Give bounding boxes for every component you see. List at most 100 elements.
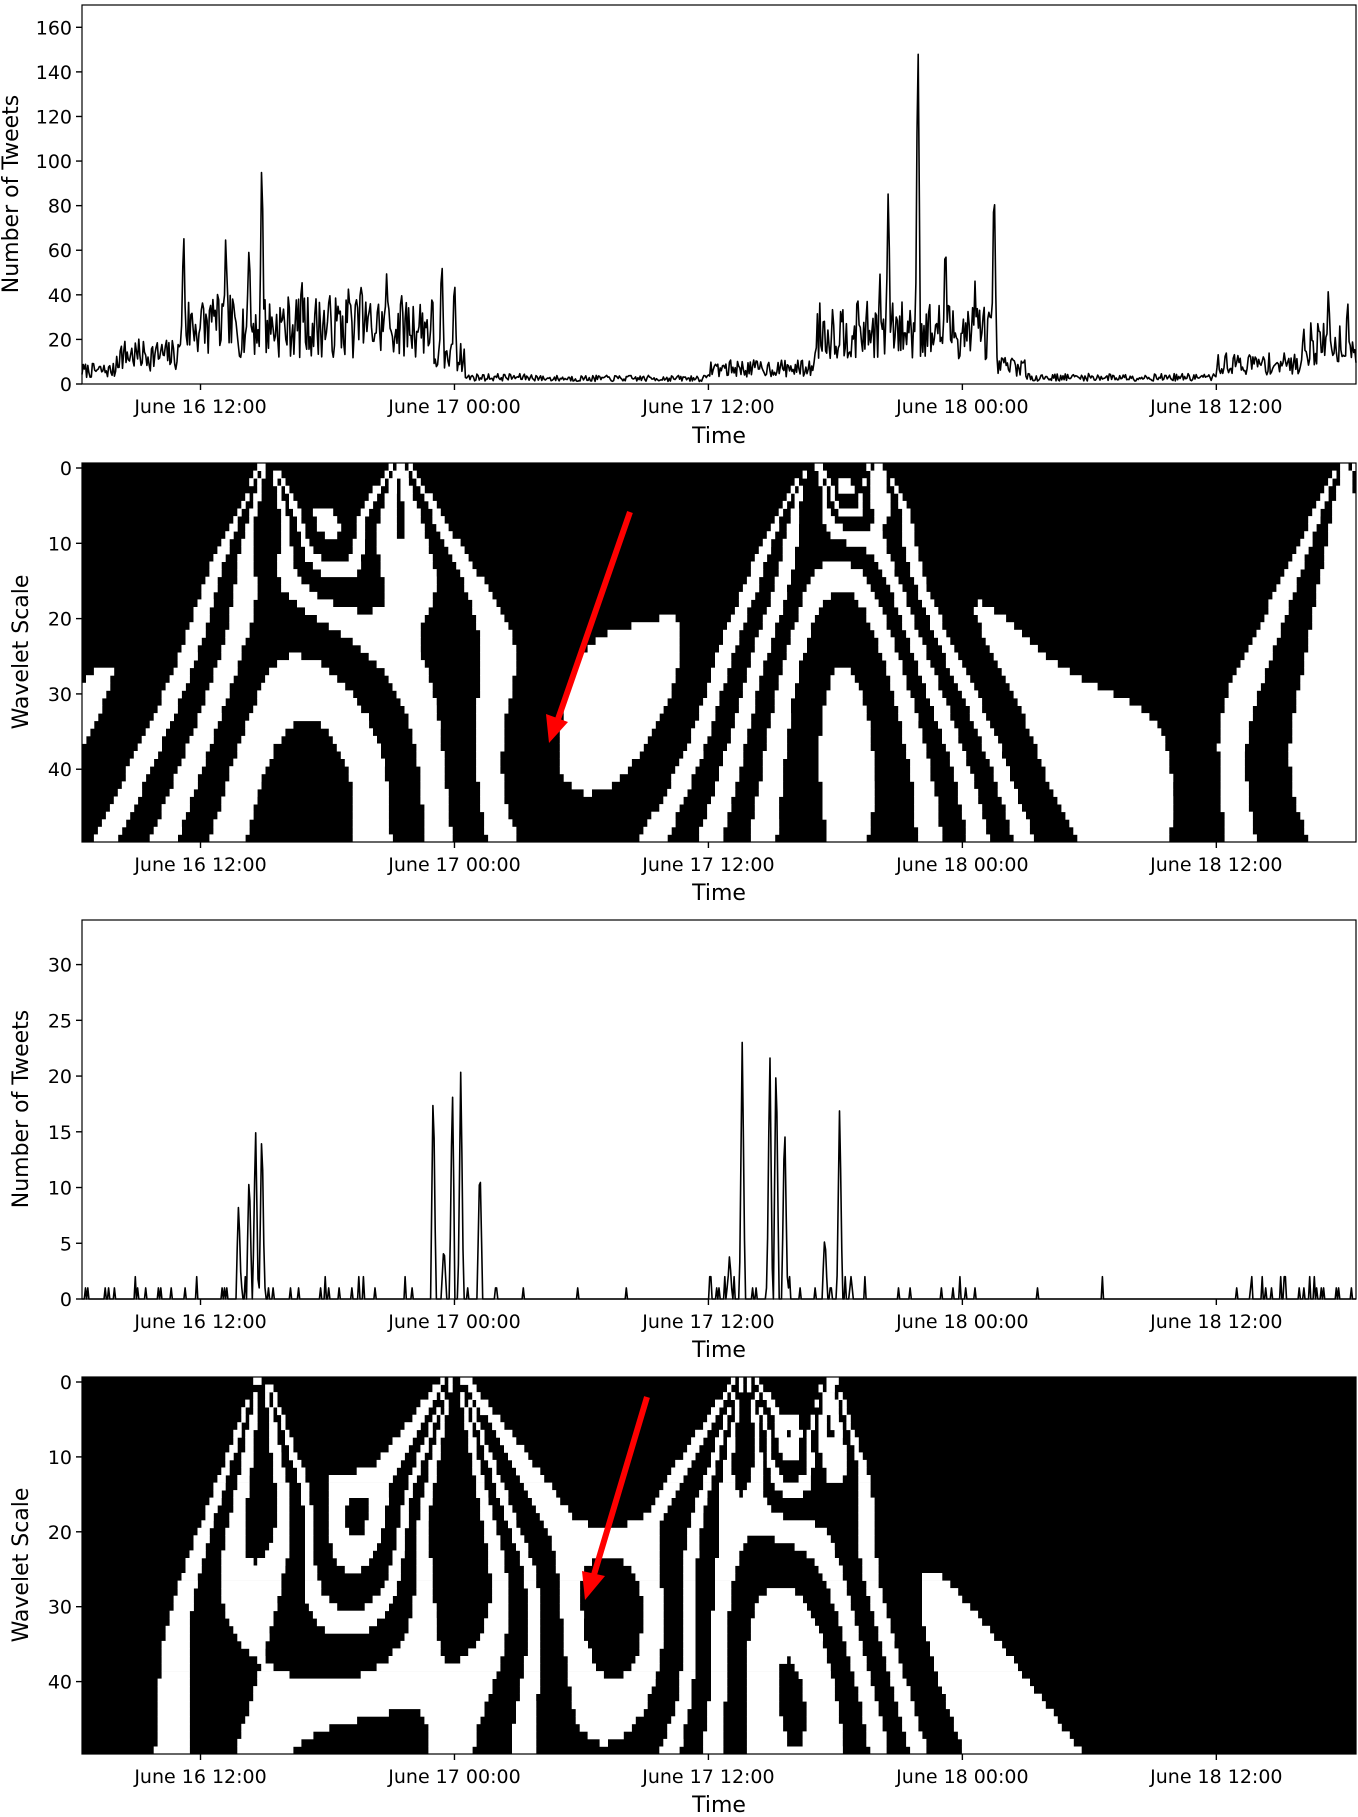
wavelet-cell-run — [197, 1527, 210, 1536]
wavelet-cell-run — [277, 493, 282, 502]
wavelet-cell-run — [225, 788, 258, 797]
wavelet-cell-run — [902, 523, 915, 532]
wavelet-cell-run — [149, 720, 170, 729]
y-tick-label: 0 — [60, 1289, 72, 1311]
wavelet-cell-run — [1324, 554, 1357, 562]
wavelet-cell-run — [723, 1414, 728, 1423]
wavelet-cell-run — [635, 1573, 660, 1581]
wavelet-cell-run — [189, 735, 214, 744]
wavelet-cell-run — [161, 1640, 190, 1649]
wavelet-cell-run — [328, 1535, 381, 1544]
wavelet-cell-run — [866, 1723, 883, 1732]
wavelet-cell-run — [822, 1399, 839, 1408]
wavelet-cell-run — [719, 1527, 827, 1536]
wavelet-cell-run — [392, 470, 409, 479]
wavelet-cell-run — [922, 599, 935, 608]
wavelet-cell-run — [1224, 826, 1253, 835]
wavelet-cell-run — [193, 728, 214, 737]
wavelet-cell-run — [667, 1723, 684, 1732]
wavelet-cell-run — [376, 1459, 401, 1468]
wavelet-cell-run — [659, 1746, 680, 1755]
y-tick-label: 80 — [48, 196, 72, 218]
wavelet-cell-run — [730, 728, 748, 737]
wavelet-cell-run — [221, 796, 258, 805]
y-tick-label: 10 — [48, 1178, 72, 1200]
wavelet-cell-run — [380, 1452, 405, 1461]
wavelet-cell-run — [384, 584, 437, 593]
wavelet-cell-run — [818, 1437, 843, 1446]
wavelet-cell-run — [312, 561, 362, 570]
wavelet-cell-run — [754, 1392, 760, 1400]
wavelet-cell-run — [683, 1663, 696, 1672]
wavelet-cell-run — [412, 1610, 437, 1619]
wavelet-cell-run — [436, 1407, 441, 1416]
wavelet-cell-run — [352, 834, 393, 843]
wavelet-cell-run — [420, 773, 445, 782]
wavelet-cell-run — [1224, 819, 1253, 828]
wavelet-cell-run — [1320, 493, 1329, 502]
wavelet-cell-run — [1340, 463, 1349, 471]
wavelet-cell-run — [742, 584, 760, 593]
wavelet-cell-run — [328, 1475, 393, 1483]
wavelet-cell-run — [866, 1738, 887, 1747]
wavelet-cell-run — [281, 576, 302, 585]
wavelet-cell-run — [1013, 834, 1034, 843]
y-tick-label: 140 — [36, 62, 72, 84]
wavelet-cell-run — [320, 720, 370, 729]
wavelet-cell-run — [623, 1558, 660, 1566]
wavelet-cell-run — [384, 493, 397, 502]
wavelet-cell-run — [563, 773, 620, 782]
wavelet-cell-run — [643, 1625, 664, 1634]
wavelet-cell-run — [922, 1618, 983, 1627]
wavelet-cell-run — [464, 1414, 469, 1423]
wavelet-cell-run — [380, 516, 397, 525]
wavelet-cell-run — [997, 788, 1018, 797]
x-tick-label: June 18 12:00 — [1149, 854, 1282, 876]
wavelet-cell-run — [703, 1738, 724, 1747]
wavelet-cell-run — [527, 1640, 541, 1649]
wavelet-cell-run — [225, 1610, 274, 1619]
wavelet-cell-run — [305, 1565, 318, 1574]
plot-frame — [81, 919, 1357, 1300]
wavelet-cell-run — [1037, 743, 1166, 752]
wavelet-cell-run — [719, 1535, 748, 1544]
wavelet-cell-run — [492, 1580, 509, 1589]
wavelet-cell-run — [484, 1618, 509, 1627]
wavelet-cell-run — [711, 1459, 716, 1468]
wavelet-cell-run — [1332, 508, 1357, 517]
wavelet-cell-run — [711, 1678, 728, 1687]
wavelet-cell-run — [957, 796, 979, 805]
wavelet-cell-run — [746, 1723, 784, 1732]
wavelet-cell-run — [392, 1550, 405, 1559]
wavelet-cell-run — [527, 1490, 557, 1498]
wavelet-cell-run — [1308, 523, 1317, 532]
wavelet-cell-run — [472, 1407, 477, 1416]
wavelet-cell-run — [328, 1505, 346, 1514]
wavelet-cell-run — [826, 690, 863, 699]
wavelet-cell-run — [245, 1399, 250, 1408]
wavelet-cell-run — [233, 584, 258, 593]
wavelet-cell-run — [1332, 516, 1357, 525]
wavelet-cell-run — [508, 1452, 529, 1461]
y-tick-label: 160 — [36, 17, 72, 39]
wavelet-cell-run — [563, 713, 660, 722]
wavelet-cell-run — [376, 1663, 501, 1672]
wavelet-cell-run — [1328, 478, 1333, 487]
wavelet-cell-run — [225, 1452, 234, 1461]
wavelet-cell-run — [559, 1580, 581, 1589]
wavelet-cell-run — [711, 1618, 728, 1627]
wavelet-cell-run — [870, 485, 887, 494]
wavelet-cell-run — [488, 1542, 501, 1551]
wavelet-cell-run — [380, 554, 433, 562]
wavelet-cell-run — [866, 607, 883, 615]
wavelet-cell-run — [221, 1550, 246, 1559]
wavelet-cell-run — [782, 546, 795, 555]
wavelet-cell-run — [480, 796, 505, 805]
wavelet-cell-run — [376, 538, 429, 547]
wavelet-cell-run — [245, 531, 254, 540]
wavelet-cell-run — [806, 1467, 811, 1476]
wavelet-cell-run — [687, 1535, 700, 1544]
wavelet-cell-run — [241, 500, 246, 509]
wavelet-cell-run — [715, 1595, 732, 1604]
wavelet-cell-run — [384, 599, 433, 608]
